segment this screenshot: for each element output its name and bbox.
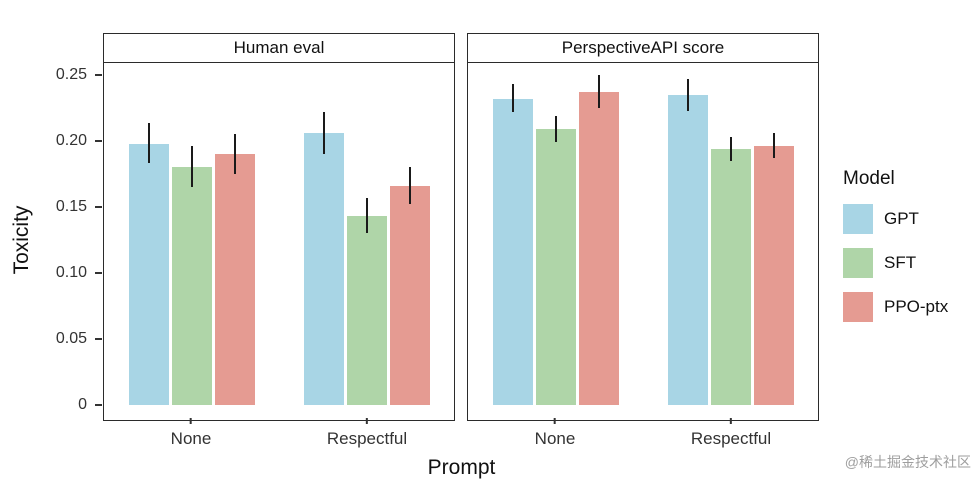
facet-title: Human eval bbox=[103, 33, 455, 63]
y-tick-mark bbox=[95, 206, 102, 208]
x-tick: None bbox=[170, 418, 212, 449]
error-bar bbox=[772, 133, 775, 159]
y-tick-mark bbox=[95, 272, 102, 274]
facet: PerspectiveAPI score None Respectful bbox=[467, 33, 819, 448]
x-tick: Respectful bbox=[691, 418, 771, 449]
watermark: @稀土掘金技术社区 bbox=[844, 454, 971, 470]
error-bar bbox=[729, 137, 732, 161]
bar-group-none bbox=[492, 75, 619, 405]
bar-ppo-ptx bbox=[753, 133, 794, 405]
error-bar bbox=[686, 78, 689, 111]
x-axis-title: Prompt bbox=[427, 456, 496, 479]
legend-label: GPT bbox=[884, 209, 919, 228]
y-tick-label: 0.05 bbox=[55, 330, 87, 347]
legend-entry-gpt: GPT bbox=[843, 204, 948, 234]
legend-label: SFT bbox=[884, 253, 917, 272]
legend-entries: GPT SFT PPO-ptx bbox=[843, 204, 948, 322]
y-tick-label: 0.25 bbox=[55, 66, 87, 83]
x-tick-mark bbox=[729, 418, 732, 424]
bar-gpt bbox=[492, 84, 533, 405]
facet: Human eval None Respectful bbox=[103, 33, 455, 448]
y-tick-label: 0.10 bbox=[55, 264, 87, 281]
bar-ppo-ptx bbox=[214, 134, 255, 405]
bar-gpt bbox=[128, 122, 169, 405]
error-bar bbox=[322, 111, 325, 155]
bar-gpt bbox=[667, 78, 708, 405]
legend-title: Model bbox=[843, 168, 895, 189]
x-tick-mark bbox=[553, 418, 556, 424]
bar-sft bbox=[710, 137, 751, 405]
bar-ppo-ptx bbox=[389, 167, 430, 405]
x-tick-label: Respectful bbox=[326, 429, 408, 448]
y-tick-mark bbox=[95, 74, 102, 76]
bar-sft bbox=[535, 115, 576, 405]
y-tick-label: 0 bbox=[78, 396, 87, 413]
y-tick-mark bbox=[95, 404, 102, 406]
error-bar bbox=[147, 122, 150, 164]
legend-swatch bbox=[843, 248, 873, 278]
bar-sft bbox=[346, 197, 387, 405]
y-axis: 0 0.05 0.10 0.15 0.20 0.25 bbox=[0, 63, 103, 420]
legend-entry-sft: SFT bbox=[843, 248, 948, 278]
error-bar bbox=[233, 134, 236, 174]
legend-entry-ppo-ptx: PPO-ptx bbox=[843, 292, 948, 322]
plot-panel bbox=[467, 62, 819, 421]
bar-gpt bbox=[303, 111, 344, 405]
error-bar bbox=[554, 115, 557, 143]
facet-panels: Human eval None Respectful PerspectiveAPI s… bbox=[103, 33, 819, 448]
x-tick: None bbox=[534, 418, 576, 449]
facet-title: PerspectiveAPI score bbox=[467, 33, 819, 63]
y-tick-label: 0.15 bbox=[55, 198, 87, 215]
bar-group-respectful bbox=[667, 78, 794, 405]
bar-group-none bbox=[128, 122, 255, 405]
plot-panel bbox=[103, 62, 455, 421]
legend: Model GPT SFT PPO-ptx bbox=[843, 168, 948, 336]
x-tick-label: None bbox=[170, 429, 212, 448]
x-tick-mark bbox=[189, 418, 192, 424]
error-bar bbox=[408, 167, 411, 205]
error-bar bbox=[190, 146, 193, 188]
bar-sft bbox=[171, 146, 212, 405]
error-bar bbox=[511, 84, 514, 112]
bar-ppo-ptx bbox=[578, 75, 619, 405]
y-tick-mark bbox=[95, 338, 102, 340]
x-tick-label: Respectful bbox=[690, 429, 772, 448]
legend-swatch bbox=[843, 204, 873, 234]
legend-label: PPO-ptx bbox=[884, 297, 949, 316]
error-bar bbox=[597, 75, 600, 108]
x-tick-mark bbox=[365, 418, 368, 424]
error-bar bbox=[365, 197, 368, 234]
y-tick-mark bbox=[95, 140, 102, 142]
bar-group-respectful bbox=[303, 111, 430, 405]
y-tick-label: 0.20 bbox=[55, 132, 87, 149]
x-tick: Respectful bbox=[327, 418, 407, 449]
legend-swatch bbox=[843, 292, 873, 322]
x-tick-label: None bbox=[534, 429, 576, 448]
